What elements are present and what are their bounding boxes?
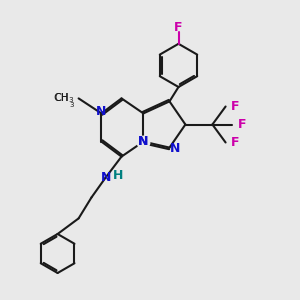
Text: H: H: [113, 169, 123, 182]
Text: CH: CH: [55, 93, 69, 103]
Text: 3: 3: [69, 102, 74, 108]
Text: N: N: [96, 105, 106, 119]
Text: F: F: [174, 21, 183, 34]
Text: CH$_3$: CH$_3$: [53, 92, 74, 105]
Text: N: N: [101, 171, 111, 184]
Text: F: F: [231, 136, 239, 149]
Text: F: F: [238, 118, 246, 131]
Text: N: N: [138, 135, 148, 148]
Text: N: N: [170, 142, 180, 155]
Text: N: N: [138, 135, 148, 148]
Text: F: F: [231, 100, 239, 113]
